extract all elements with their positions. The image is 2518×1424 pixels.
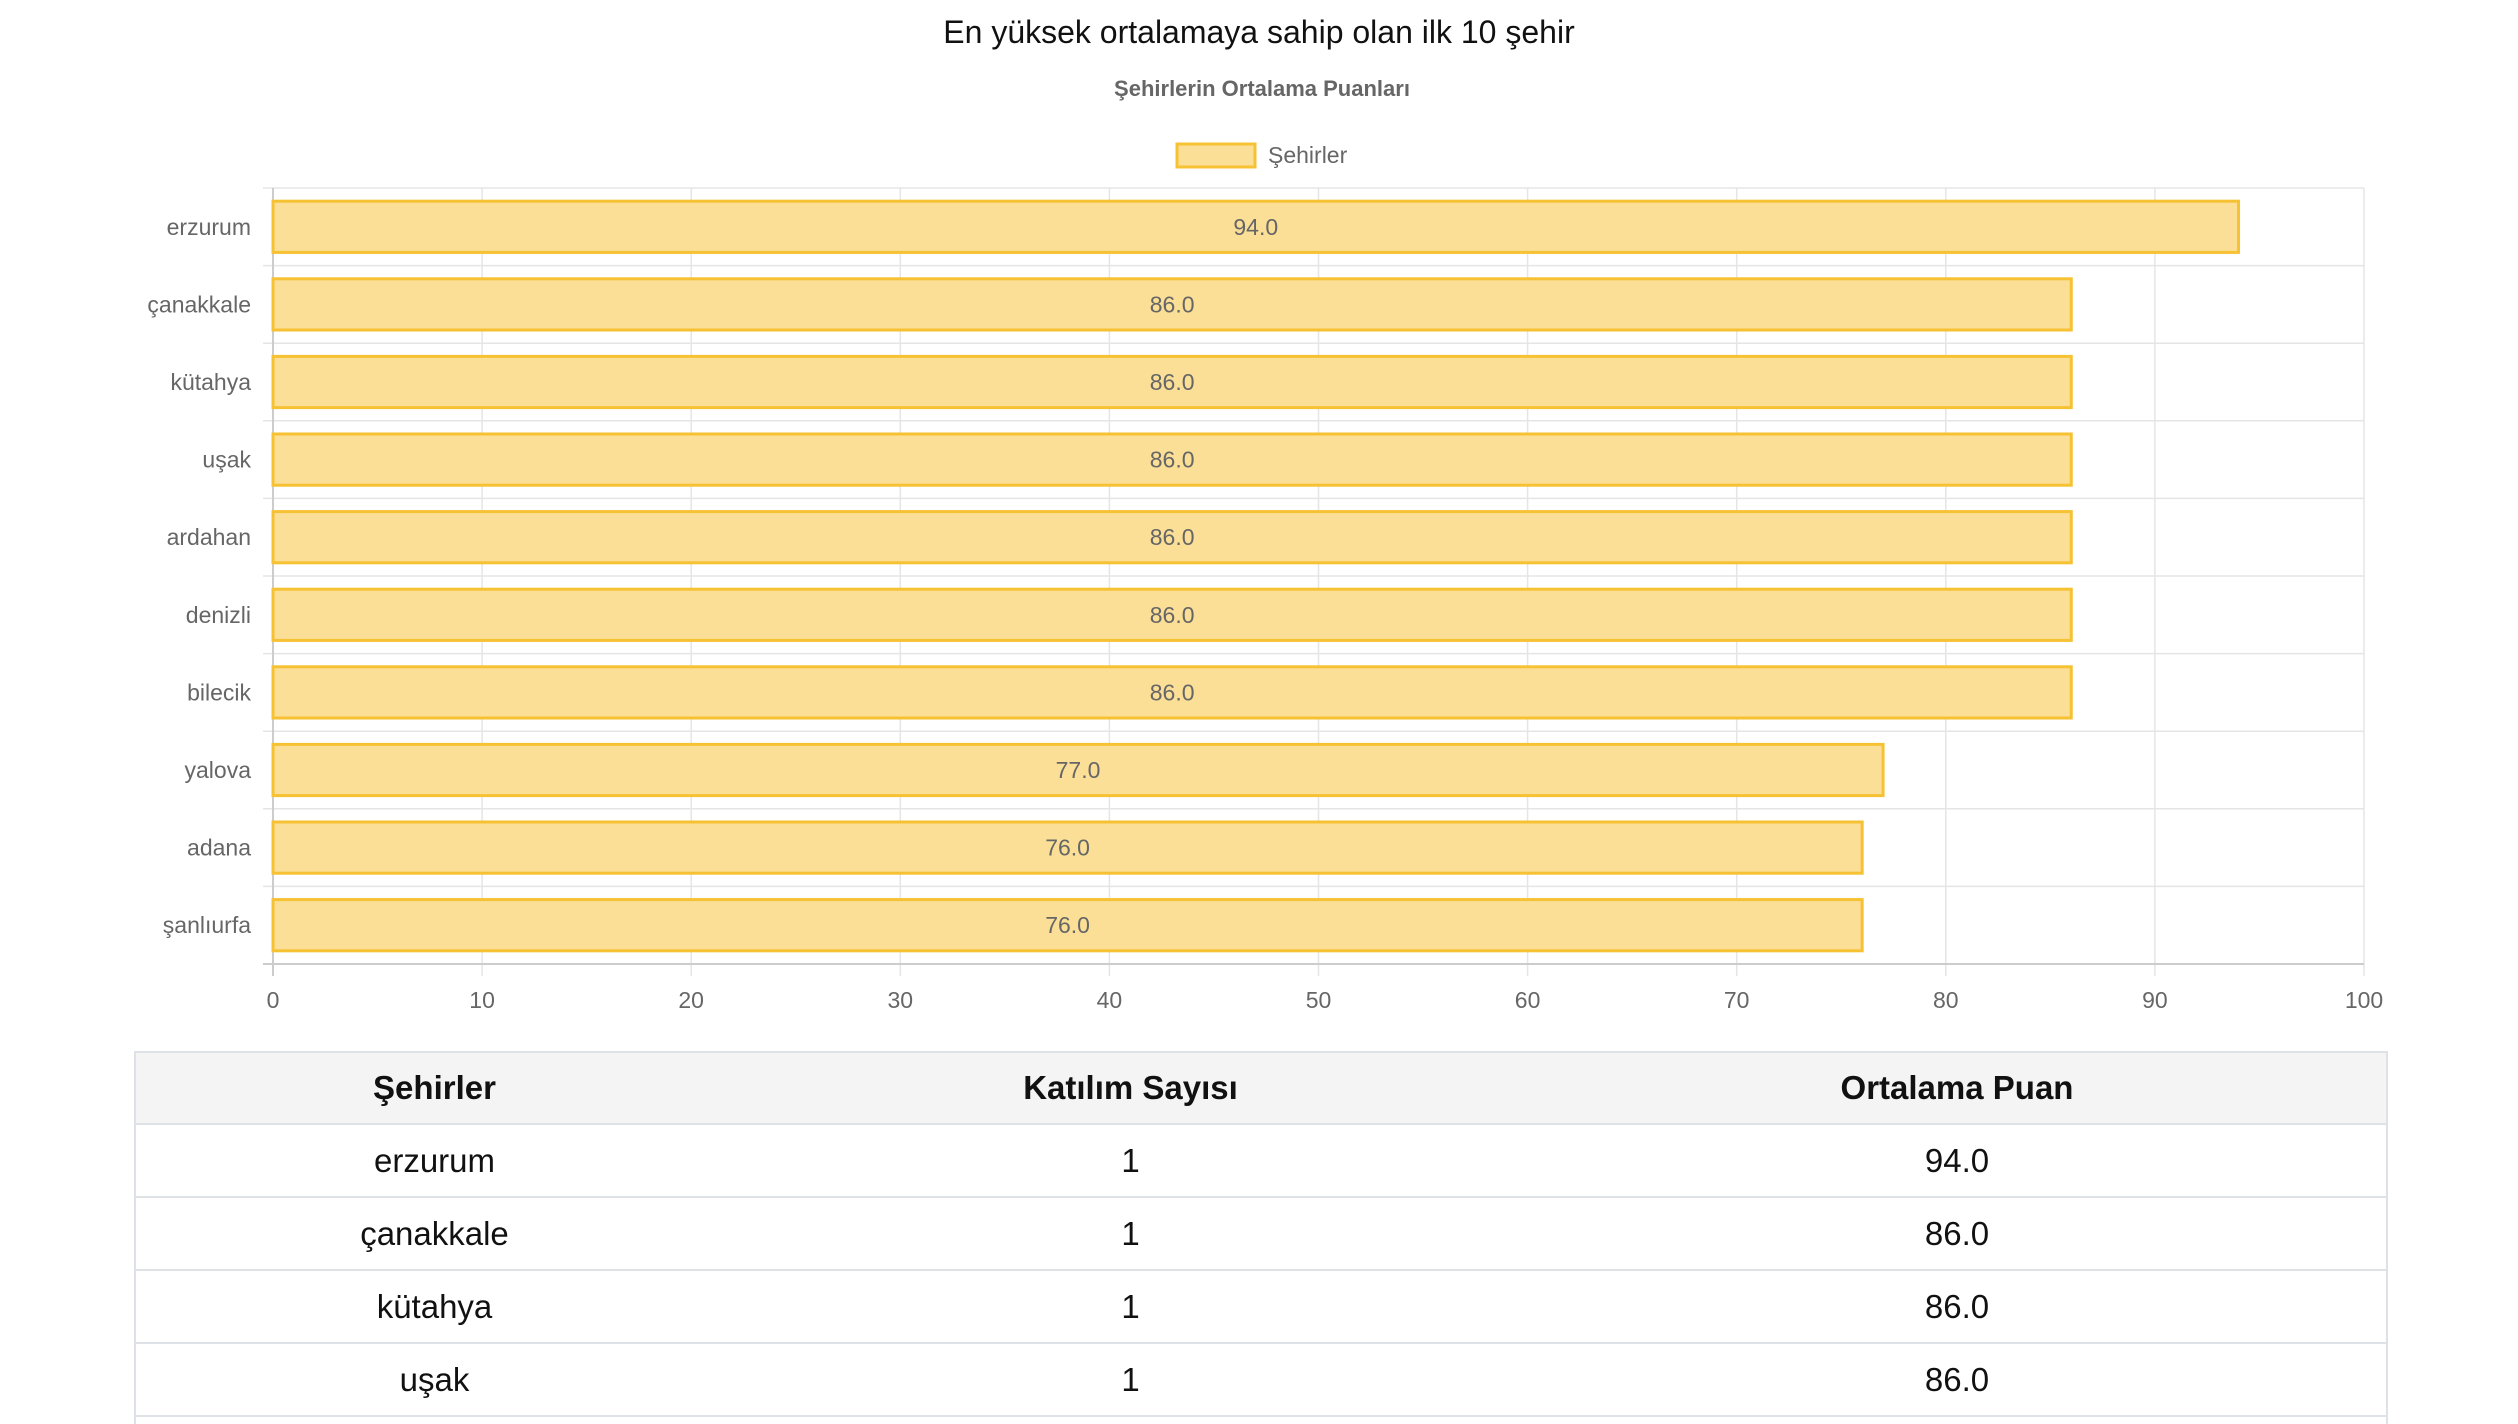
table-header-row: Şehirler Katılım Sayısı Ortalama Puan: [136, 1053, 2386, 1125]
x-tick-label: 60: [1515, 987, 1541, 1013]
table-row: çanakkale 1 86.0: [136, 1197, 2386, 1271]
cell-average-score: 86.0: [1528, 1197, 2386, 1271]
cell-city: çanakkale: [136, 1197, 733, 1271]
bar-value-label: 94.0: [1233, 214, 1278, 240]
y-tick-label: ardahan: [167, 524, 251, 550]
x-tick-label: 10: [469, 987, 495, 1013]
y-tick-label: çanakkale: [147, 291, 251, 317]
bar-value-label: 86.0: [1150, 447, 1195, 473]
bar: [271, 587, 2073, 642]
y-tick-label: kütahya: [170, 369, 251, 395]
cell-average-score: 86.0: [1528, 1343, 2386, 1417]
bar: [271, 199, 2241, 254]
table-row: uşak 1 86.0: [136, 1343, 2386, 1417]
y-tick-label: uşak: [202, 447, 251, 473]
header-average-score: Ortalama Puan: [1528, 1053, 2386, 1125]
page-title: En yüksek ortalamaya sahip olan ilk 10 ş…: [943, 14, 1575, 50]
cell-average-score: 94.0: [1528, 1124, 2386, 1198]
bar-value-label: 77.0: [1056, 757, 1101, 783]
cell-participation: 1: [733, 1343, 1528, 1417]
cell-participation: 1: [733, 1270, 1528, 1344]
y-tick-label: bilecik: [187, 679, 251, 705]
cell-city: uşak: [136, 1343, 733, 1417]
table-row: erzurum 1 94.0: [136, 1124, 2386, 1198]
legend-label: Şehirler: [1268, 142, 1348, 168]
city-table: Şehirler Katılım Sayısı Ortalama Puan er…: [134, 1051, 2388, 1424]
chart-title: Şehirlerin Ortalama Puanları: [1114, 76, 1410, 101]
x-tick-label: 20: [678, 987, 704, 1013]
bar: [271, 898, 1864, 953]
x-tick-label: 100: [2345, 987, 2383, 1013]
bar-value-label: 76.0: [1045, 835, 1090, 861]
cell-city: kütahya: [136, 1270, 733, 1344]
bar-value-label: 86.0: [1150, 369, 1195, 395]
header-city: Şehirler: [136, 1053, 733, 1125]
y-tick-label: erzurum: [167, 214, 251, 240]
x-tick-label: 40: [1097, 987, 1123, 1013]
cell-average-score: 86.0: [1528, 1270, 2386, 1344]
bar-value-label: 86.0: [1150, 679, 1195, 705]
bar-value-label: 76.0: [1045, 912, 1090, 938]
bar-value-label: 86.0: [1150, 524, 1195, 550]
legend-swatch: [1175, 142, 1257, 169]
bar-value-label: 86.0: [1150, 602, 1195, 628]
x-tick-label: 70: [1724, 987, 1750, 1013]
bar: [271, 510, 2073, 565]
x-tick-label: 80: [1933, 987, 1959, 1013]
cell-participation: 1: [733, 1197, 1528, 1271]
bar: [271, 432, 2073, 487]
cell-city: erzurum: [136, 1124, 733, 1198]
table-row: [136, 1416, 2386, 1424]
y-tick-label: şanlıurfa: [163, 912, 251, 938]
x-tick-label: 30: [888, 987, 914, 1013]
y-tick-label: adana: [187, 835, 251, 861]
x-tick-label: 90: [2142, 987, 2168, 1013]
bar: [271, 665, 2073, 720]
bar: [271, 277, 2073, 332]
x-tick-label: 0: [267, 987, 280, 1013]
table-row: kütahya 1 86.0: [136, 1270, 2386, 1344]
bar: [271, 354, 2073, 410]
bar-value-label: 86.0: [1150, 291, 1195, 317]
y-tick-label: yalova: [185, 757, 252, 783]
cell-participation: 1: [733, 1124, 1528, 1198]
bar: [271, 742, 1885, 798]
bar: [271, 820, 1864, 875]
header-participation: Katılım Sayısı: [733, 1053, 1528, 1125]
bar-chart: Şehirlerin Ortalama Puanları Şehirler 0 10 2…: [147, 76, 2383, 1013]
x-tick-label: 50: [1306, 987, 1332, 1013]
y-tick-label: denizli: [186, 602, 251, 628]
